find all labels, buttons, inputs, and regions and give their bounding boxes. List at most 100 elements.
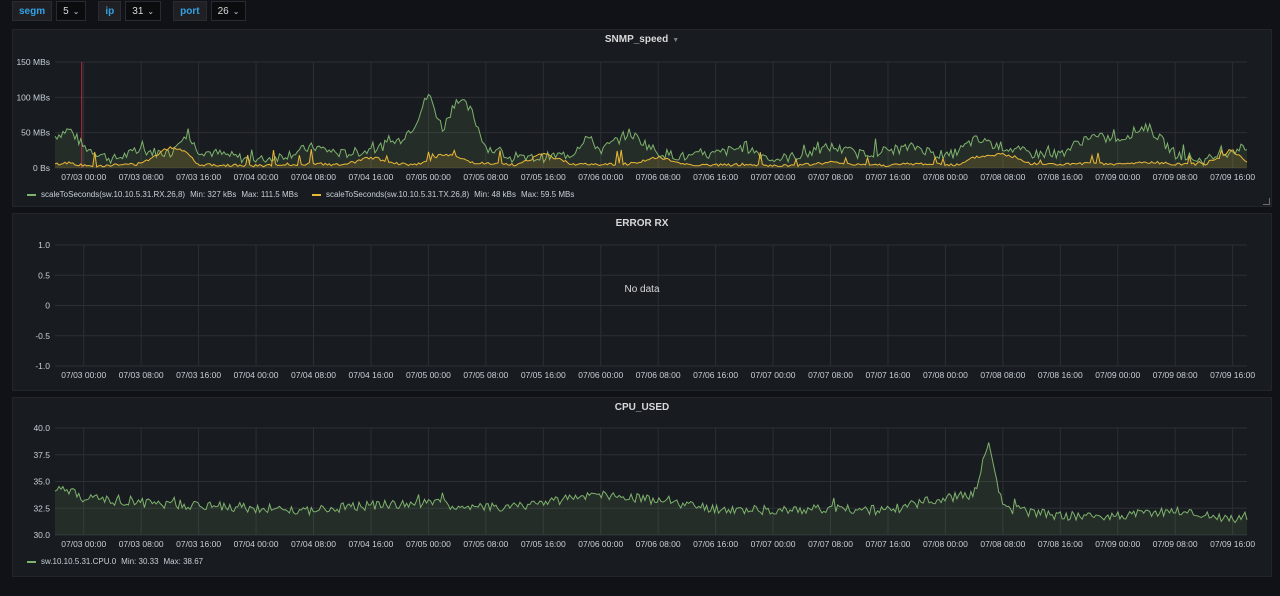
x-tick-label: 07/04 00:00 bbox=[234, 172, 279, 182]
legend-min: Min: 48 kBs bbox=[474, 190, 516, 199]
x-tick-label: 07/07 08:00 bbox=[808, 539, 853, 549]
dashboard-variables-bar: segm 5 ⌄ ip 31 ⌄ port 26 ⌄ bbox=[12, 0, 254, 22]
y-tick-label: 35.0 bbox=[33, 477, 50, 487]
x-tick-label: 07/03 00:00 bbox=[61, 539, 106, 549]
panel-error-rx: ERROR RX 1.0 0.5 0 -0.5 -1.0 07/03 00:00 07/03… bbox=[12, 213, 1272, 391]
x-tick-label: 07/05 00:00 bbox=[406, 539, 451, 549]
x-tick-label: 07/07 00:00 bbox=[751, 172, 796, 182]
variable-value-ip: 31 bbox=[132, 6, 143, 17]
x-tick-label: 07/05 16:00 bbox=[521, 172, 566, 182]
x-tick-label: 07/03 08:00 bbox=[119, 370, 164, 380]
x-tick-label: 07/06 08:00 bbox=[636, 172, 681, 182]
no-data-message: No data bbox=[13, 284, 1271, 295]
variable-select-segm[interactable]: 5 ⌄ bbox=[56, 1, 86, 21]
y-tick-label: 50 MBs bbox=[21, 128, 50, 138]
x-tick-label: 07/03 08:00 bbox=[119, 539, 164, 549]
variable-select-port[interactable]: 26 ⌄ bbox=[211, 1, 247, 21]
legend-item-tx[interactable]: scaleToSeconds(sw.10.10.5.31.TX.26,8) Mi… bbox=[312, 190, 574, 199]
x-tick-label: 07/08 16:00 bbox=[1038, 370, 1083, 380]
x-tick-label: 07/04 16:00 bbox=[348, 539, 393, 549]
variable-label-ip: ip bbox=[98, 1, 121, 21]
legend-swatch bbox=[27, 194, 36, 196]
y-tick-label: 32.5 bbox=[33, 503, 50, 513]
x-tick-label: 07/04 16:00 bbox=[348, 370, 393, 380]
x-tick-label: 07/05 16:00 bbox=[521, 539, 566, 549]
x-tick-label: 07/08 08:00 bbox=[980, 539, 1025, 549]
x-tick-label: 07/08 08:00 bbox=[980, 370, 1025, 380]
x-tick-label: 07/05 08:00 bbox=[463, 172, 508, 182]
cpu-used-legend: sw.10.10.5.31.CPU.0 Min: 30.33 Max: 38.6… bbox=[27, 557, 211, 566]
legend-swatch bbox=[27, 561, 36, 563]
y-tick-label: -1.0 bbox=[35, 361, 50, 371]
x-tick-label: 07/09 16:00 bbox=[1210, 370, 1255, 380]
x-tick-label: 07/03 08:00 bbox=[119, 172, 164, 182]
x-tick-label: 07/08 16:00 bbox=[1038, 172, 1083, 182]
x-tick-label: 07/03 16:00 bbox=[176, 172, 221, 182]
x-tick-label: 07/08 08:00 bbox=[980, 172, 1025, 182]
x-tick-label: 07/07 08:00 bbox=[808, 370, 853, 380]
y-tick-label: 1.0 bbox=[38, 240, 50, 250]
x-tick-label: 07/08 00:00 bbox=[923, 172, 968, 182]
x-tick-label: 07/03 16:00 bbox=[176, 539, 221, 549]
variable-value-port: 26 bbox=[218, 6, 229, 17]
snmp-speed-legend: scaleToSeconds(sw.10.10.5.31.RX.26,8) Mi… bbox=[27, 190, 582, 199]
legend-min: Min: 327 kBs bbox=[190, 190, 236, 199]
x-tick-label: 07/05 16:00 bbox=[521, 370, 566, 380]
x-tick-label: 07/09 16:00 bbox=[1210, 539, 1255, 549]
x-tick-label: 07/05 00:00 bbox=[406, 370, 451, 380]
chevron-down-icon: ⌄ bbox=[147, 7, 154, 16]
panel-resize-handle[interactable] bbox=[1263, 198, 1270, 205]
rx-series-area bbox=[55, 94, 1247, 168]
cpu-used-chart: 40.0 37.5 35.0 32.5 30.0 07/03 00:00 07/03 08:… bbox=[13, 398, 1271, 578]
x-tick-label: 07/09 08:00 bbox=[1153, 539, 1198, 549]
x-tick-label: 07/07 16:00 bbox=[866, 172, 911, 182]
x-tick-label: 07/06 00:00 bbox=[578, 370, 623, 380]
x-tick-label: 07/04 00:00 bbox=[234, 539, 279, 549]
x-tick-label: 07/06 08:00 bbox=[636, 539, 681, 549]
x-tick-label: 07/03 16:00 bbox=[176, 370, 221, 380]
x-tick-label: 07/09 00:00 bbox=[1095, 539, 1140, 549]
legend-max: Max: 38.67 bbox=[164, 557, 204, 566]
x-tick-label: 07/05 08:00 bbox=[463, 370, 508, 380]
x-tick-label: 07/07 16:00 bbox=[866, 370, 911, 380]
y-tick-label: 37.5 bbox=[33, 450, 50, 460]
legend-max: Max: 59.5 MBs bbox=[521, 190, 574, 199]
legend-max: Max: 111.5 MBs bbox=[241, 190, 298, 199]
x-tick-label: 07/04 08:00 bbox=[291, 370, 336, 380]
panel-snmp-speed: SNMP_speed ▼ 150 MBs 100 MBs 50 MBs 0 Bs 07/0… bbox=[12, 29, 1272, 207]
x-tick-label: 07/06 16:00 bbox=[693, 539, 738, 549]
x-tick-label: 07/09 00:00 bbox=[1095, 370, 1140, 380]
x-tick-label: 07/06 16:00 bbox=[693, 370, 738, 380]
y-tick-label: 30.0 bbox=[33, 530, 50, 540]
x-tick-label: 07/05 08:00 bbox=[463, 539, 508, 549]
variable-label-segm: segm bbox=[12, 1, 52, 21]
x-tick-label: 07/08 00:00 bbox=[923, 370, 968, 380]
error-rx-chart: 1.00.50-0.5-1.007/03 00:00 07/03 08:00 07/… bbox=[13, 214, 1271, 392]
x-tick-label: 07/09 08:00 bbox=[1153, 172, 1198, 182]
legend-series-name: scaleToSeconds(sw.10.10.5.31.RX.26,8) bbox=[41, 190, 185, 199]
x-tick-label: 07/09 00:00 bbox=[1095, 172, 1140, 182]
legend-item-cpu[interactable]: sw.10.10.5.31.CPU.0 Min: 30.33 Max: 38.6… bbox=[27, 557, 203, 566]
x-tick-label: 07/04 08:00 bbox=[291, 539, 336, 549]
x-tick-label: 07/06 00:00 bbox=[578, 172, 623, 182]
x-tick-label: 07/07 16:00 bbox=[866, 539, 911, 549]
x-tick-label: 07/07 00:00 bbox=[751, 370, 796, 380]
panel-cpu-used: CPU_USED 40.0 37.5 35.0 32.5 30.0 07/03 00:00… bbox=[12, 397, 1272, 577]
y-tick-label: 100 MBs bbox=[16, 92, 50, 102]
variable-value-segm: 5 bbox=[63, 6, 69, 17]
x-tick-label: 07/03 00:00 bbox=[61, 172, 106, 182]
legend-item-rx[interactable]: scaleToSeconds(sw.10.10.5.31.RX.26,8) Mi… bbox=[27, 190, 298, 199]
variable-select-ip[interactable]: 31 ⌄ bbox=[125, 1, 161, 21]
variable-label-port: port bbox=[173, 1, 206, 21]
y-tick-label: 0.5 bbox=[38, 270, 50, 280]
x-tick-label: 07/09 08:00 bbox=[1153, 370, 1198, 380]
x-tick-label: 07/08 00:00 bbox=[923, 539, 968, 549]
x-tick-label: 07/06 00:00 bbox=[578, 539, 623, 549]
chevron-down-icon: ⌄ bbox=[233, 7, 240, 16]
x-tick-label: 07/07 08:00 bbox=[808, 172, 853, 182]
cpu-series-area bbox=[55, 443, 1247, 536]
chevron-down-icon: ⌄ bbox=[73, 7, 80, 16]
y-tick-label: 40.0 bbox=[33, 423, 50, 433]
legend-min: Min: 30.33 bbox=[121, 557, 158, 566]
x-tick-label: 07/04 16:00 bbox=[348, 172, 393, 182]
